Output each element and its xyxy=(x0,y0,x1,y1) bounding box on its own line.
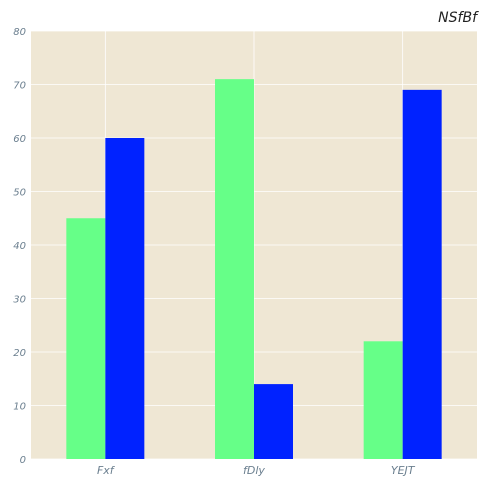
y-tick-label: 70 xyxy=(13,81,26,92)
y-tick-label: 60 xyxy=(13,134,26,145)
bar-series-2-Fxf xyxy=(105,138,145,459)
bar-series-1-YEJT xyxy=(363,341,403,459)
y-tick-label: 30 xyxy=(13,295,26,306)
y-tick-label: 10 xyxy=(13,402,26,413)
x-tick-label: Fxf xyxy=(97,464,116,477)
bar-series-1-fDly xyxy=(215,79,254,460)
bar-series-1-Fxf xyxy=(66,218,106,459)
bar-series-2-fDly xyxy=(254,384,293,459)
bars xyxy=(66,79,442,460)
x-axis-ticks: Fxf fDly YEJT xyxy=(97,464,416,477)
x-tick-label: YEJT xyxy=(391,464,416,477)
y-tick-label: 20 xyxy=(13,348,26,359)
bar-series-2-YEJT xyxy=(402,89,442,459)
y-tick-label: 40 xyxy=(13,241,26,252)
y-tick-label: 0 xyxy=(20,455,26,466)
x-tick-label: fDly xyxy=(243,464,265,477)
y-tick-label: 80 xyxy=(13,27,26,38)
y-axis-ticks: 0 10 20 30 40 50 60 70 80 xyxy=(13,27,26,466)
chart-title: NSfBf xyxy=(438,10,479,26)
y-tick-label: 50 xyxy=(13,188,26,199)
